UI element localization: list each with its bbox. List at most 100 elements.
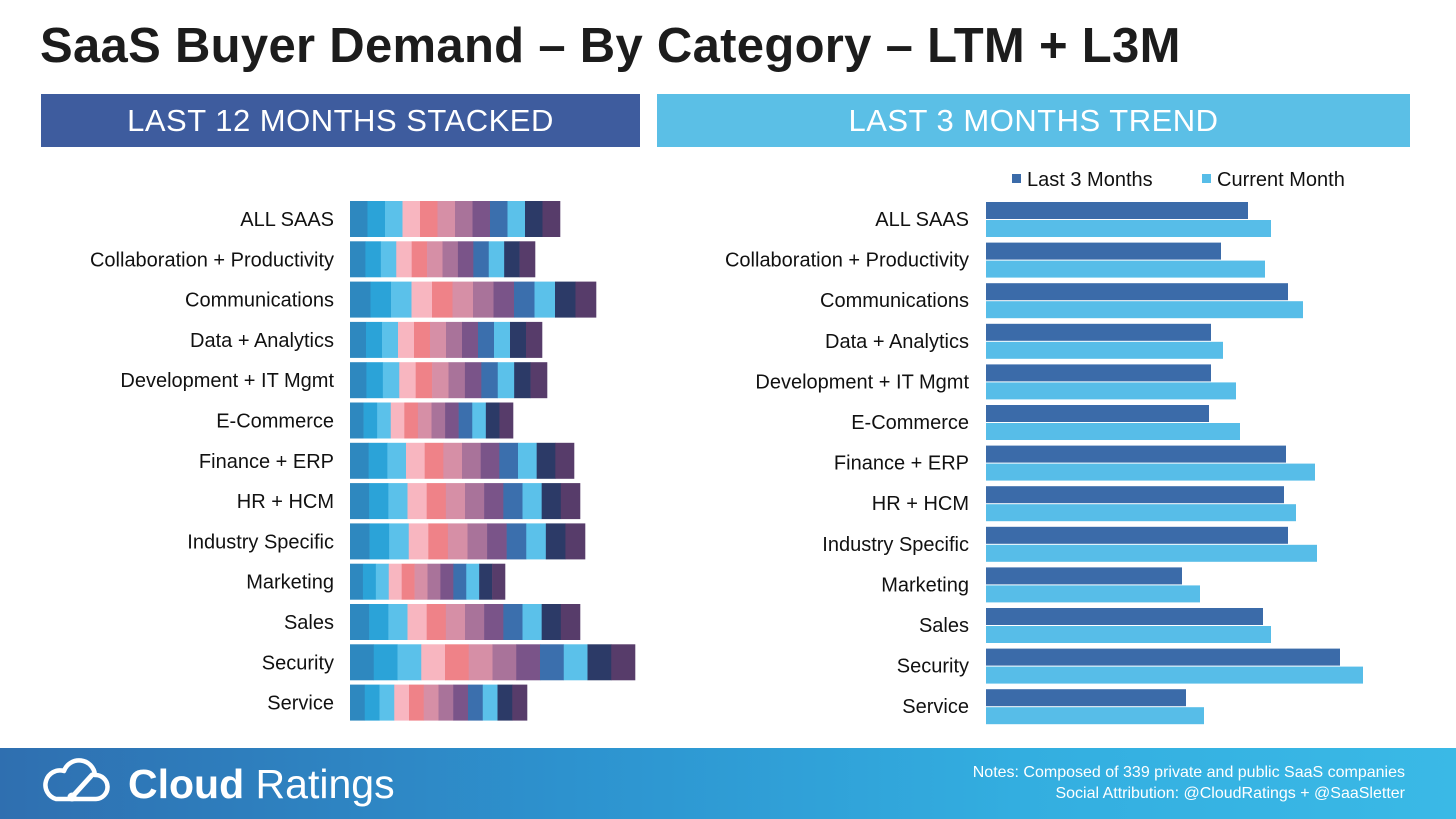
ltm-label-security: Security [262, 652, 334, 674]
l3m-bar-hr-hcm-current-month [986, 504, 1296, 522]
ltm-segment-industry-specific-6 [447, 523, 468, 560]
ltm-segment-sales-2 [369, 604, 389, 640]
ltm-segment-communications-5 [432, 281, 453, 318]
ltm-segment-communications-4 [411, 281, 433, 318]
ltm-segment-e-commerce-3 [377, 402, 392, 439]
ltm-segment-service-12 [512, 684, 528, 721]
ltm-label-finance-erp: Finance + ERP [199, 451, 334, 473]
ltm-segment-security-6 [468, 644, 493, 681]
ltm-segment-communications-11 [555, 281, 576, 318]
ltm-segment-all-saas-5 [420, 201, 438, 237]
l3m-label-service: Service [902, 696, 969, 718]
ltm-segment-security-3 [397, 644, 422, 681]
ltm-stacked-chart: ALL SAAS Collaboration + Productivity Comm… [90, 201, 636, 721]
ltm-segment-industry-specific-1 [350, 523, 370, 560]
brand-logo: Cloud Ratings [128, 761, 395, 808]
ltm-label-industry-specific: Industry Specific [187, 531, 334, 553]
ltm-segment-hr-hcm-9 [503, 483, 523, 520]
ltm-segment-marketing-10 [466, 563, 480, 600]
l3m-bar-industry-specific-current-month [986, 544, 1317, 562]
ltm-segment-e-commerce-11 [485, 402, 500, 439]
ltm-segment-finance-erp-11 [536, 442, 556, 479]
l3m-label-finance-erp: Finance + ERP [834, 453, 969, 475]
l3m-bar-all-saas-last-3-months [986, 202, 1248, 219]
ltm-segment-finance-erp-6 [443, 442, 463, 479]
ltm-segment-security-8 [516, 644, 541, 681]
l3m-bar-finance-erp-current-month [986, 463, 1315, 481]
ltm-segment-service-4 [394, 684, 410, 721]
ltm-segment-security-1 [350, 644, 375, 681]
ltm-segment-marketing-8 [440, 563, 454, 600]
l3m-bar-collaboration-productivity-current-month [986, 260, 1265, 278]
ltm-segment-sales-5 [426, 604, 447, 640]
l3m-bar-sales-last-3-months [986, 608, 1263, 625]
l3m-label-communications: Communications [820, 290, 969, 312]
ltm-segment-collaboration-productivity-6 [427, 241, 443, 278]
l3m-bar-all-saas-current-month [986, 220, 1271, 237]
ltm-segment-data-analytics-6 [430, 321, 447, 358]
ltm-segment-hr-hcm-10 [522, 483, 542, 520]
legend-label-current-month: Current Month [1217, 169, 1345, 191]
ltm-segment-communications-9 [514, 281, 535, 318]
notes-attribution: Social Attribution: @CloudRatings + @Saa… [1055, 785, 1405, 802]
ltm-segment-data-analytics-5 [414, 321, 431, 358]
ltm-segment-service-9 [468, 684, 484, 721]
ltm-segment-development-it-mgmt-3 [382, 362, 400, 399]
ltm-segment-sales-11 [541, 604, 562, 640]
l3m-bar-e-commerce-last-3-months [986, 405, 1209, 422]
ltm-segment-development-it-mgmt-4 [399, 362, 416, 399]
l3m-bar-security-current-month [986, 666, 1363, 684]
l3m-label-marketing: Marketing [881, 574, 969, 596]
ltm-segment-marketing-2 [362, 563, 377, 600]
l3m-bar-finance-erp-last-3-months [986, 445, 1286, 463]
ltm-segment-service-11 [497, 684, 513, 721]
ltm-segment-finance-erp-1 [350, 442, 369, 479]
ltm-segment-service-1 [350, 684, 366, 721]
ltm-segment-e-commerce-6 [417, 402, 432, 439]
l3m-bar-collaboration-productivity-last-3-months [986, 242, 1221, 260]
ltm-segment-finance-erp-5 [424, 442, 444, 479]
ltm-segment-service-5 [409, 684, 425, 721]
ltm-segment-service-3 [379, 684, 395, 721]
ltm-segment-development-it-mgmt-9 [481, 362, 499, 399]
ltm-segment-service-7 [438, 684, 454, 721]
ltm-label-marketing: Marketing [246, 572, 334, 594]
ltm-segment-communications-2 [370, 281, 392, 318]
ltm-segment-finance-erp-7 [462, 442, 481, 479]
l3m-bar-communications-current-month [986, 301, 1303, 319]
ltm-segment-hr-hcm-8 [484, 483, 504, 520]
ltm-label-hr-hcm: HR + HCM [237, 491, 334, 513]
ltm-segment-collaboration-productivity-3 [380, 241, 397, 278]
l3m-bar-service-current-month [986, 707, 1204, 725]
ltm-segment-marketing-9 [453, 563, 467, 600]
ltm-segment-collaboration-productivity-8 [457, 241, 474, 278]
ltm-segment-sales-10 [522, 604, 542, 640]
ltm-segment-collaboration-productivity-10 [488, 241, 505, 278]
l3m-bar-hr-hcm-last-3-months [986, 486, 1284, 504]
l3m-bar-e-commerce-current-month [986, 423, 1240, 440]
ltm-segment-hr-hcm-5 [426, 483, 447, 520]
footer-banner: Cloud Ratings Notes: Composed of 339 pri… [0, 748, 1456, 819]
ltm-segment-industry-specific-3 [389, 523, 410, 560]
ltm-segment-service-10 [482, 684, 498, 721]
ltm-segment-e-commerce-7 [431, 402, 446, 439]
ltm-segment-data-analytics-1 [350, 321, 367, 358]
ltm-segment-hr-hcm-3 [388, 483, 408, 520]
l3m-label-collaboration-productivity: Collaboration + Productivity [725, 250, 969, 272]
ltm-segment-industry-specific-7 [467, 523, 488, 560]
l3m-bar-data-analytics-current-month [986, 341, 1223, 359]
brand-ratings: Ratings [255, 761, 395, 807]
ltm-segment-collaboration-productivity-7 [442, 241, 459, 278]
ltm-segment-e-commerce-12 [499, 402, 514, 439]
ltm-segment-data-analytics-8 [462, 321, 479, 358]
ltm-segment-security-12 [611, 644, 636, 681]
l3m-bar-marketing-last-3-months [986, 567, 1182, 585]
ltm-segment-collaboration-productivity-4 [396, 241, 412, 278]
ltm-segment-security-2 [373, 644, 398, 681]
ltm-segment-all-saas-9 [490, 201, 508, 237]
legend-label-last-3-months: Last 3 Months [1027, 169, 1153, 191]
ltm-segment-data-analytics-11 [510, 321, 527, 358]
page-title: SaaS Buyer Demand – By Category – LTM + … [40, 19, 1181, 73]
ltm-segment-industry-specific-4 [408, 523, 429, 560]
